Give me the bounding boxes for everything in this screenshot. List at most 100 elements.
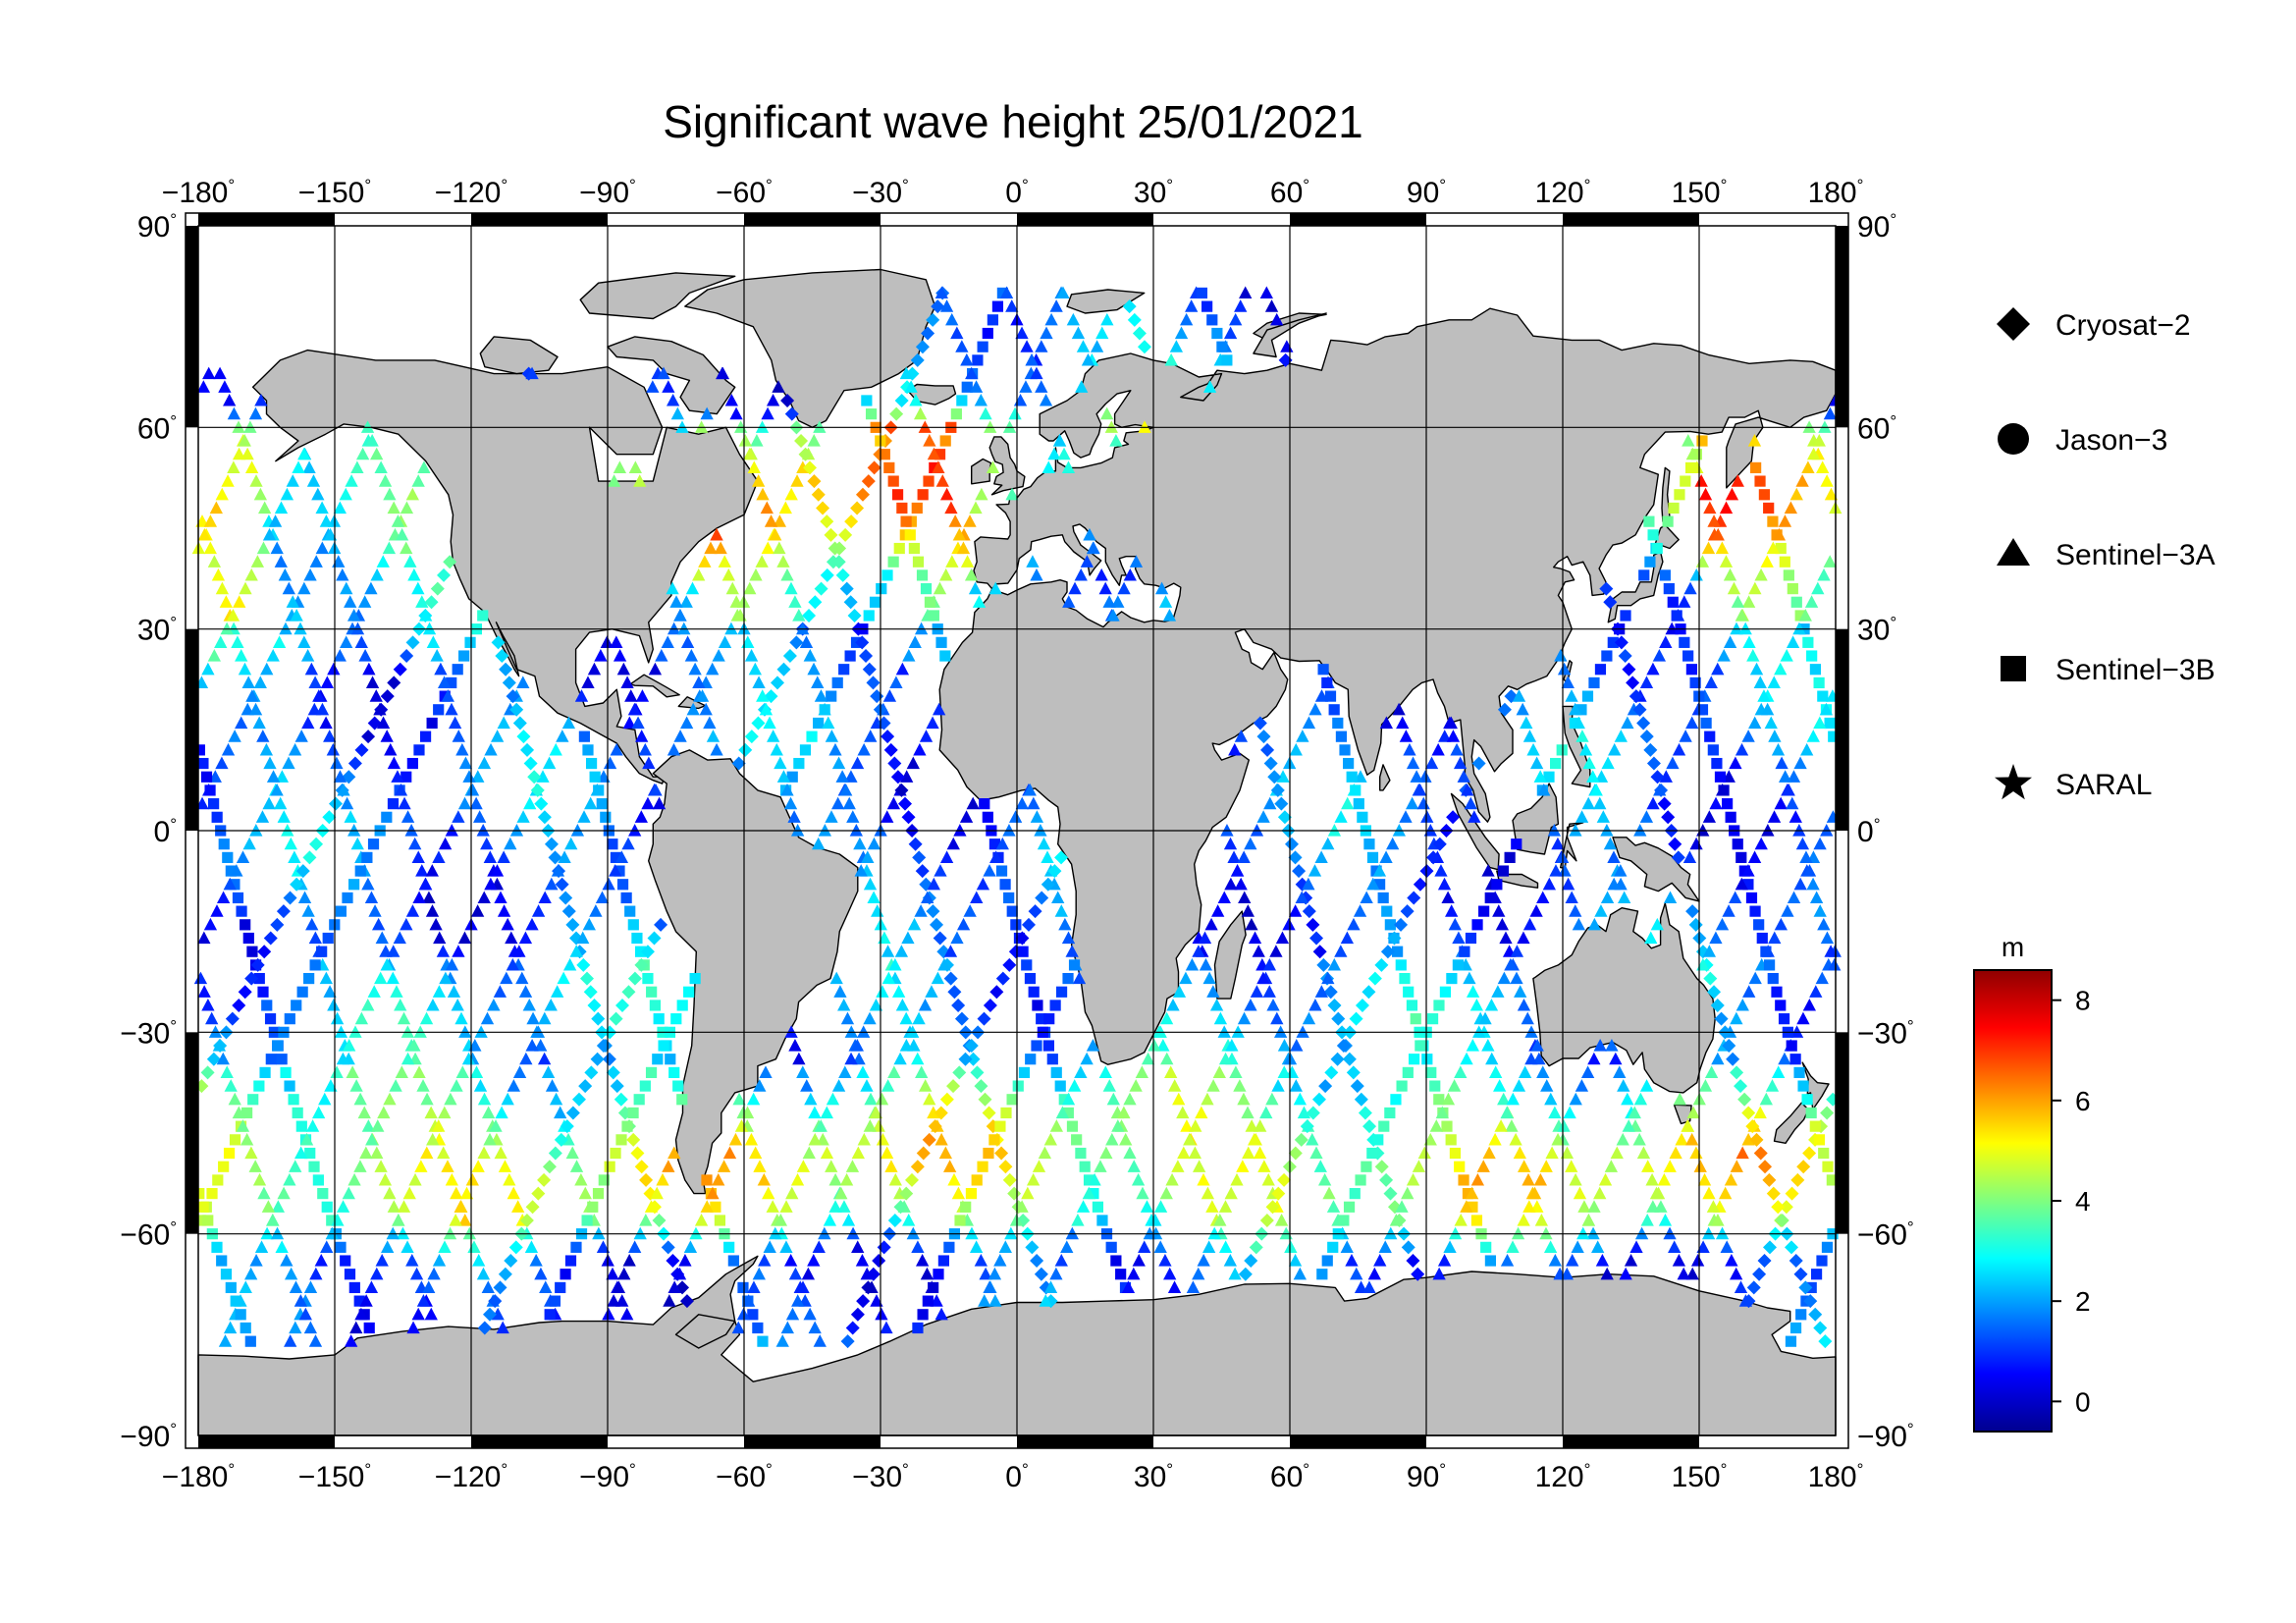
track-point: [464, 636, 476, 648]
track-point: [1700, 717, 1712, 730]
track-point: [229, 1134, 241, 1146]
track-point: [1707, 985, 1722, 1000]
track-point: [1533, 770, 1547, 783]
track-point: [1274, 1213, 1289, 1226]
track-point: [1102, 595, 1116, 608]
track-point: [443, 555, 457, 569]
track-point: [1741, 595, 1756, 608]
track-point: [688, 662, 702, 676]
track-point: [863, 1011, 877, 1025]
track-point: [1517, 998, 1531, 1011]
track-point: [1136, 1186, 1149, 1200]
track-point: [1051, 891, 1065, 904]
track-point: [389, 1079, 402, 1092]
track-point: [380, 730, 394, 742]
track-point: [1629, 1240, 1643, 1253]
track-point: [1495, 917, 1510, 931]
track-point: [1362, 1119, 1377, 1134]
track-point: [1556, 744, 1568, 756]
track-point: [837, 998, 851, 1011]
track-point: [1518, 1065, 1532, 1078]
track-point: [1678, 595, 1691, 608]
track-point: [1454, 1213, 1468, 1226]
lat-tick-label-left: 0°: [154, 815, 178, 848]
track-point: [1644, 556, 1656, 568]
track-point: [469, 796, 483, 810]
track-point: [1813, 837, 1827, 850]
track-point: [1308, 998, 1322, 1011]
frame-segment-bottom: [471, 1435, 608, 1448]
track-point: [1663, 583, 1675, 595]
track-point: [915, 1065, 929, 1078]
track-point: [956, 541, 971, 555]
satellite-track-24: [731, 286, 1203, 1334]
track-point: [748, 662, 762, 676]
track-point: [1801, 1094, 1813, 1106]
track-point: [1640, 1213, 1654, 1226]
track-point: [994, 1146, 1009, 1161]
track-point: [1403, 986, 1415, 998]
track-point: [721, 568, 735, 581]
track-point: [939, 650, 951, 662]
track-point: [585, 757, 598, 770]
track-point: [554, 1106, 567, 1119]
track-point: [1790, 1172, 1805, 1187]
track-point: [1277, 1039, 1292, 1052]
track-point: [534, 1267, 548, 1280]
track-point: [1589, 783, 1603, 796]
track-point: [246, 946, 258, 957]
track-point: [294, 622, 307, 635]
track-point: [249, 824, 263, 837]
track-point: [1779, 556, 1790, 568]
track-point: [288, 1094, 299, 1106]
track-point: [861, 1280, 876, 1295]
track-point: [309, 959, 321, 971]
track-point: [1032, 1000, 1043, 1011]
track-point: [271, 1200, 286, 1213]
track-point: [1760, 702, 1775, 716]
track-point: [746, 1092, 761, 1106]
track-point: [880, 1321, 893, 1334]
track-point: [477, 610, 489, 622]
track-point: [364, 581, 378, 595]
track-point: [923, 434, 936, 447]
track-point: [505, 931, 518, 945]
track-point: [1771, 1200, 1786, 1215]
track-point: [894, 945, 909, 957]
track-point: [1681, 1119, 1695, 1132]
track-point: [1202, 380, 1217, 393]
track-point: [1763, 959, 1776, 971]
track-point: [279, 622, 293, 635]
track-point: [970, 1065, 985, 1080]
track-point: [857, 742, 871, 756]
track-point: [297, 891, 312, 904]
track-point: [1314, 985, 1328, 998]
track-point: [203, 541, 217, 555]
track-point: [1423, 1132, 1437, 1146]
track-point: [1071, 326, 1086, 340]
track-point: [1775, 756, 1789, 770]
track-point: [1605, 1039, 1619, 1052]
track-point: [911, 1052, 925, 1065]
track-point: [1231, 1025, 1245, 1038]
track-point: [1366, 877, 1380, 891]
track-point: [988, 1134, 1000, 1146]
track-point: [1379, 850, 1393, 863]
track-point: [1117, 1106, 1131, 1119]
track-point: [1452, 959, 1464, 971]
track-point: [1284, 837, 1299, 851]
track-point: [377, 1106, 391, 1119]
track-point: [1361, 1161, 1372, 1172]
track-point: [254, 1240, 269, 1253]
track-point: [1551, 837, 1565, 850]
track-point: [1256, 730, 1271, 744]
track-point: [1813, 904, 1827, 917]
track-point: [1741, 1106, 1756, 1120]
track-point: [1465, 932, 1477, 945]
track-point: [272, 635, 287, 648]
track-point: [555, 1281, 566, 1294]
track-point: [419, 730, 432, 742]
track-point: [240, 1107, 253, 1119]
track-point: [235, 1309, 246, 1321]
track-point: [1817, 917, 1831, 931]
